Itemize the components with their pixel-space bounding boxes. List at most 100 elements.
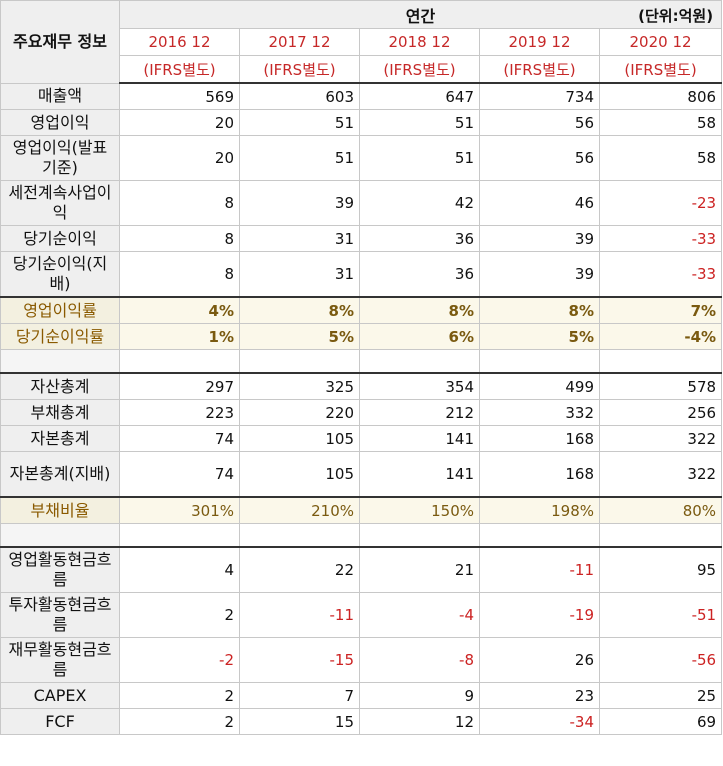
value-cell: 297: [119, 372, 240, 400]
row-label: 재무활동현금흐름: [0, 637, 120, 683]
value-cell: 9: [359, 682, 480, 709]
value-cell: 4: [119, 546, 240, 593]
value-cell: -11: [479, 546, 600, 593]
value-cell: -8: [359, 637, 480, 683]
value-cell: 301%: [119, 496, 240, 524]
value-cell: 74: [119, 425, 240, 452]
value-cell: 26: [479, 637, 600, 683]
value-cell: 8%: [359, 296, 480, 324]
value-cell: 141: [359, 425, 480, 452]
value-cell: 22: [239, 546, 360, 593]
value-cell: 56: [479, 109, 600, 136]
value-cell: 12: [359, 708, 480, 735]
row-revenue: 매출액 569 603 647 734 806: [0, 82, 723, 110]
row-label: 세전계속사업이익: [0, 180, 120, 226]
row-label: 영업이익: [0, 109, 120, 136]
corner-header: 주요재무 정보: [0, 0, 120, 84]
value-cell: 256: [598, 399, 723, 426]
annual-header: 연간 (단위:억원): [118, 0, 723, 29]
value-cell: -23: [598, 180, 723, 226]
row-equity-parent: 자본총계(지배) 74 105 141 168 322: [0, 451, 723, 498]
value-cell: 46: [479, 180, 600, 226]
value-cell: -4: [359, 592, 480, 638]
value-cell: 25: [598, 682, 723, 709]
row-label: 영업이익(발표기준): [0, 135, 120, 181]
value-cell: 20: [119, 135, 240, 181]
value-cell: -19: [479, 592, 600, 638]
row-total-equity: 자본총계 74 105 141 168 322: [0, 425, 723, 452]
value-cell: 5%: [239, 323, 360, 350]
value-cell: 332: [479, 399, 600, 426]
value-cell: 322: [598, 451, 723, 498]
value-cell: -33: [598, 225, 723, 252]
value-cell: -34: [479, 708, 600, 735]
value-cell: 21: [359, 546, 480, 593]
row-capex: CAPEX 2 7 9 23 25: [0, 682, 723, 709]
value-cell: 210%: [239, 496, 360, 524]
value-cell: 168: [479, 451, 600, 498]
row-label: 부채총계: [0, 399, 120, 426]
row-label: FCF: [0, 708, 120, 735]
value-cell: -15: [239, 637, 360, 683]
value-cell: 647: [359, 82, 480, 110]
value-cell: 39: [479, 251, 600, 298]
row-label: 부채비율: [0, 496, 120, 524]
value-cell: 2: [119, 708, 240, 735]
value-cell: 36: [359, 225, 480, 252]
row-op-margin: 영업이익률 4% 8% 8% 8% 7%: [0, 296, 723, 324]
value-cell: 325: [239, 372, 360, 400]
value-cell: 42: [359, 180, 480, 226]
value-cell: 2: [119, 592, 240, 638]
value-cell: -11: [239, 592, 360, 638]
value-cell: 734: [479, 82, 600, 110]
value-cell: 20: [119, 109, 240, 136]
value-cell: 58: [598, 135, 723, 181]
value-cell: 105: [239, 425, 360, 452]
value-cell: 105: [239, 451, 360, 498]
value-cell: 95: [598, 546, 723, 593]
value-cell: 220: [239, 399, 360, 426]
basis-header: (IFRS별도): [598, 55, 723, 84]
value-cell: 15: [239, 708, 360, 735]
value-cell: 74: [119, 451, 240, 498]
row-fcf: FCF 2 15 12 -34 69: [0, 708, 723, 735]
row-label: 자산총계: [0, 372, 120, 400]
row-label: 당기순이익(지배): [0, 251, 120, 298]
spacer-row: [0, 523, 723, 548]
row-label: 당기순이익률: [0, 323, 120, 350]
value-cell: 150%: [359, 496, 480, 524]
value-cell: 223: [119, 399, 240, 426]
row-net-margin: 당기순이익률 1% 5% 6% 5% -4%: [0, 323, 723, 350]
year-header: 2019 12: [479, 28, 600, 56]
row-pretax-income: 세전계속사업이익 8 39 42 46 -23: [0, 180, 723, 226]
value-cell: -51: [598, 592, 723, 638]
row-label: 매출액: [0, 82, 120, 110]
value-cell: 56: [479, 135, 600, 181]
row-label: 영업이익률: [0, 296, 120, 324]
row-cf-investing: 투자활동현금흐름 2 -11 -4 -19 -51: [0, 592, 723, 638]
value-cell: 603: [239, 82, 360, 110]
value-cell: 212: [359, 399, 480, 426]
value-cell: -56: [598, 637, 723, 683]
row-label: 자본총계(지배): [0, 451, 120, 498]
row-total-assets: 자산총계 297 325 354 499 578: [0, 372, 723, 400]
row-label: CAPEX: [0, 682, 120, 709]
row-total-liabilities: 부채총계 223 220 212 332 256: [0, 399, 723, 426]
annual-label: 연간: [405, 6, 436, 26]
value-cell: 51: [359, 135, 480, 181]
row-op-income: 영업이익 20 51 51 56 58: [0, 109, 723, 136]
value-cell: 80%: [598, 496, 723, 524]
value-cell: 168: [479, 425, 600, 452]
year-header: 2017 12: [239, 28, 360, 56]
value-cell: 6%: [359, 323, 480, 350]
value-cell: 7%: [598, 296, 723, 324]
value-cell: 2: [119, 682, 240, 709]
basis-header: (IFRS별도): [239, 55, 360, 84]
value-cell: 8: [119, 225, 240, 252]
value-cell: 36: [359, 251, 480, 298]
value-cell: 69: [598, 708, 723, 735]
value-cell: 499: [479, 372, 600, 400]
value-cell: 7: [239, 682, 360, 709]
row-label: 당기순이익: [0, 225, 120, 252]
row-label: 자본총계: [0, 425, 120, 452]
